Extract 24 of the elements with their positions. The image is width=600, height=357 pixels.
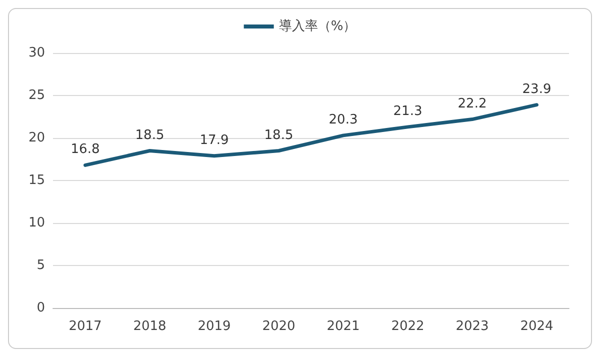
data-label: 18.5 [135, 128, 164, 143]
data-label: 21.3 [393, 104, 422, 119]
x-tick-label: 2022 [391, 319, 424, 334]
x-tick-label: 2018 [133, 319, 166, 334]
data-label: 23.9 [522, 82, 552, 97]
data-label: 16.8 [70, 142, 100, 158]
y-tick-label: 5 [36, 258, 45, 273]
x-tick-label: 2021 [326, 319, 360, 334]
x-tick-label: 2024 [520, 319, 554, 334]
y-tick-label: 25 [28, 88, 45, 103]
y-tick-label: 20 [28, 130, 45, 146]
y-tick-label: 30 [28, 46, 45, 60]
y-tick-label: 15 [28, 173, 45, 188]
x-tick-label: 2023 [456, 319, 489, 334]
y-tick-label: 10 [28, 216, 45, 230]
data-label: 18.5 [264, 128, 294, 143]
data-label: 20.3 [328, 112, 358, 128]
y-tick-label: 0 [36, 300, 45, 316]
data-label: 17.9 [200, 132, 229, 148]
x-tick-label: 2017 [68, 319, 102, 334]
legend-label: 導入率（%） [278, 18, 356, 34]
data-label: 22.2 [458, 96, 487, 112]
x-tick-label: 2019 [198, 319, 231, 334]
x-tick-label: 2020 [262, 319, 296, 334]
